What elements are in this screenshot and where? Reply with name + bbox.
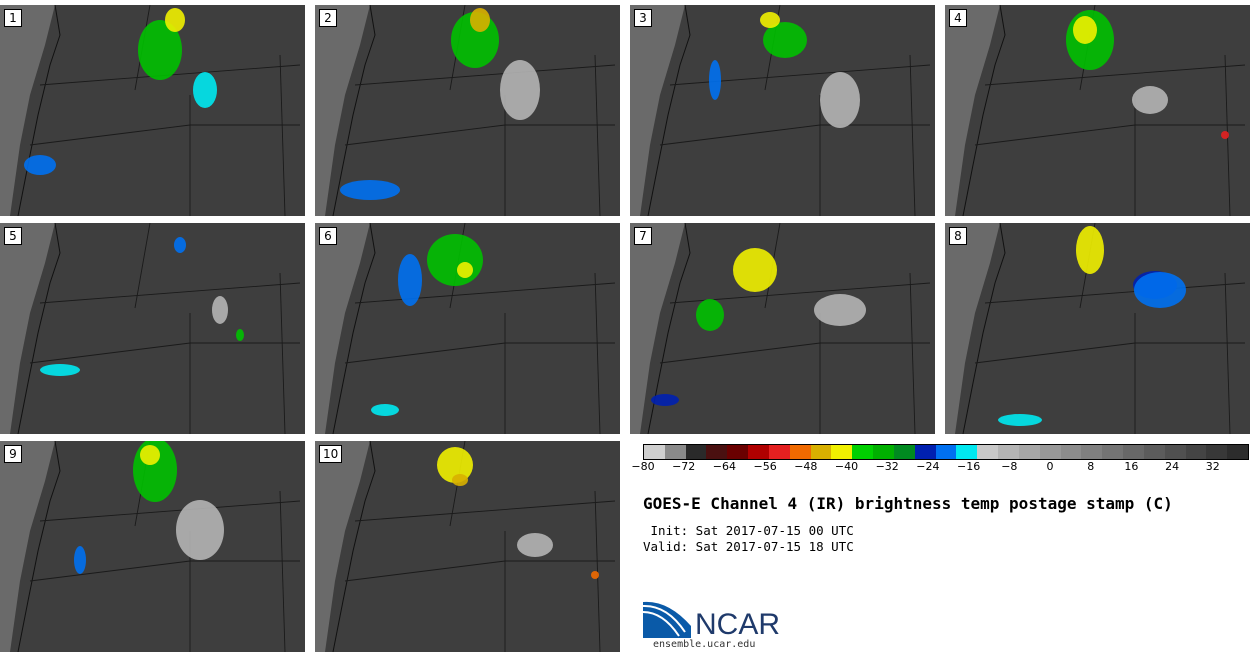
- colorbar-tick-label: −56: [753, 460, 777, 473]
- colorbar-swatch: [706, 445, 728, 459]
- run-info: Init: Sat 2017-07-15 00 UTC Valid: Sat 2…: [643, 523, 854, 555]
- panel-number: 2: [319, 9, 337, 27]
- panel-number: 10: [319, 445, 343, 463]
- colorbar-swatch: [1185, 445, 1207, 459]
- colorbar-swatch: [1227, 445, 1249, 459]
- ncar-logo: NCAR: [643, 601, 780, 638]
- colorbar-swatch: [685, 445, 707, 459]
- colorbar-swatch: [893, 445, 915, 459]
- colorbar-swatch: [831, 445, 853, 459]
- colorbar-tick-label: 8: [1087, 460, 1095, 473]
- colorbar-swatch: [1081, 445, 1103, 459]
- panel-number: 9: [4, 445, 22, 463]
- colorbar-swatch: [768, 445, 790, 459]
- colorbar-swatch: [1018, 445, 1040, 459]
- colorbar-swatch: [998, 445, 1019, 459]
- colorbar: [643, 444, 1249, 460]
- colorbar-tick-label: −24: [916, 460, 940, 473]
- colorbar-swatch: [810, 445, 832, 459]
- ir-map: [945, 223, 1250, 434]
- colorbar-swatch: [1102, 445, 1124, 459]
- colorbar-swatch: [977, 445, 999, 459]
- colorbar-swatch: [644, 445, 665, 459]
- colorbar-swatch: [935, 445, 957, 459]
- panel-number: 3: [634, 9, 652, 27]
- colorbar-swatch: [664, 445, 686, 459]
- colorbar-tick-label: −32: [875, 460, 899, 473]
- ir-map: [315, 441, 620, 652]
- ir-map: [315, 5, 620, 216]
- colorbar-tick-label: −64: [712, 460, 736, 473]
- ir-map: [630, 5, 935, 216]
- postage-stamp-panel: 1: [0, 5, 305, 216]
- postage-stamp-panel: 8: [945, 223, 1250, 434]
- postage-stamp-panel: 4: [945, 5, 1250, 216]
- colorbar-swatch: [1143, 445, 1165, 459]
- ncar-logo-text: NCAR: [695, 608, 780, 638]
- postage-stamp-panel: 3: [630, 5, 935, 216]
- colorbar-tick-label: −8: [1001, 460, 1018, 473]
- valid-time: Valid: Sat 2017-07-15 18 UTC: [643, 539, 854, 554]
- colorbar-tick-label: 0: [1046, 460, 1054, 473]
- panel-number: 8: [949, 227, 967, 245]
- colorbar-swatch: [914, 445, 936, 459]
- ir-map: [0, 5, 305, 216]
- colorbar-swatch: [956, 445, 978, 459]
- ir-map: [0, 441, 305, 652]
- colorbar-swatch: [1060, 445, 1082, 459]
- postage-stamp-panel: 10: [315, 441, 620, 652]
- postage-stamp-panel: 6: [315, 223, 620, 434]
- ir-map: [945, 5, 1250, 216]
- colorbar-swatch: [1164, 445, 1186, 459]
- colorbar-swatch: [789, 445, 811, 459]
- postage-stamp-panel: 2: [315, 5, 620, 216]
- colorbar-tick-label: −40: [834, 460, 859, 473]
- colorbar-swatch: [727, 445, 749, 459]
- colorbar-tick-label: −16: [956, 460, 981, 473]
- colorbar-swatch: [1039, 445, 1061, 459]
- postage-stamp-panel: 7: [630, 223, 935, 434]
- colorbar-swatch: [1206, 445, 1228, 459]
- colorbar-tick-label: −80: [631, 460, 655, 473]
- colorbar-tick-label: 16: [1124, 460, 1139, 473]
- init-time: Init: Sat 2017-07-15 00 UTC: [643, 523, 854, 538]
- colorbar-ticks: −80 −72 −64 −56 −48 −40 −32 −24 −16 −8 0 8 16 24 32: [631, 460, 1249, 476]
- colorbar-tick-label: 24: [1165, 460, 1180, 473]
- colorbar-swatch: [873, 445, 894, 459]
- colorbar-tick-label: −72: [672, 460, 696, 473]
- colorbar-tick-label: 32: [1205, 460, 1220, 473]
- ir-map: [315, 223, 620, 434]
- colorbar-swatch: [1123, 445, 1144, 459]
- panel-number: 6: [319, 227, 337, 245]
- colorbar-tick-label: −48: [794, 460, 818, 473]
- panel-number: 1: [4, 9, 22, 27]
- logo-url: ensemble.ucar.edu: [653, 639, 756, 650]
- panel-number: 4: [949, 9, 967, 27]
- postage-stamp-panel: 9: [0, 441, 305, 652]
- figure-title: GOES-E Channel 4 (IR) brightness temp po…: [643, 494, 1173, 513]
- postage-stamp-panel: 5: [0, 223, 305, 434]
- panel-number: 7: [634, 227, 652, 245]
- panel-number: 5: [4, 227, 22, 245]
- ir-map: [630, 223, 935, 434]
- ir-map: [0, 223, 305, 434]
- colorbar-swatch: [852, 445, 874, 459]
- colorbar-swatch: [748, 445, 769, 459]
